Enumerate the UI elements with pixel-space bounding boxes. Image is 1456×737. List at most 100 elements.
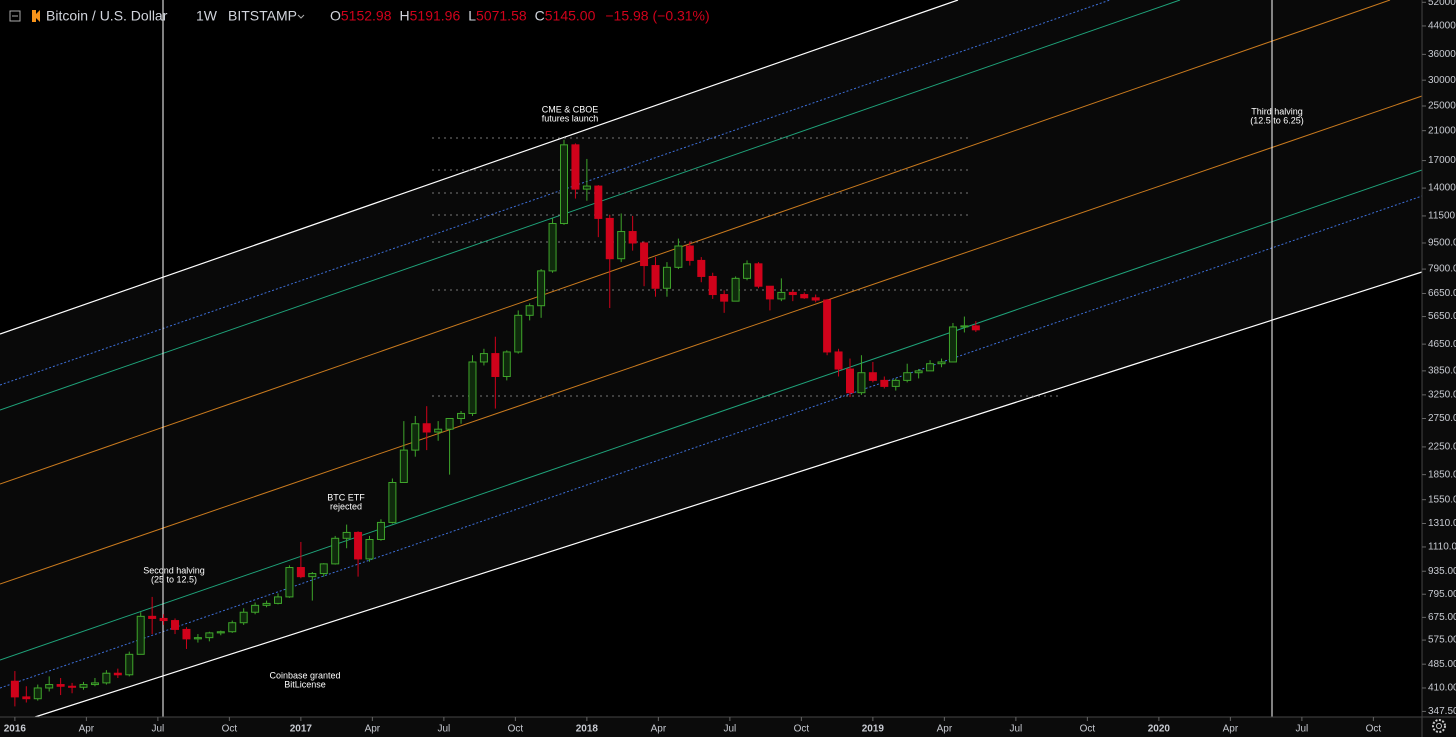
y-tick-label: 2250.00 <box>1428 442 1456 453</box>
candle-body <box>514 314 523 353</box>
candle-body <box>422 423 431 433</box>
y-tick-label: 6650.00 <box>1428 288 1456 299</box>
candle-body <box>273 596 282 604</box>
x-tick-label: Oct <box>222 724 238 735</box>
settings-button[interactable] <box>1432 719 1446 733</box>
collapse-button[interactable] <box>9 10 21 22</box>
candle-body <box>434 428 443 433</box>
candle-body <box>159 617 168 622</box>
annotation: Third halving <box>1251 106 1303 116</box>
y-tick-label: 25000.00 <box>1428 101 1456 112</box>
annotation: (25 to 12.5) <box>151 574 197 584</box>
y-tick-label: 935.00 <box>1428 566 1456 577</box>
legend-value: 5152.98 <box>341 8 392 24</box>
gear-hub <box>1436 723 1442 729</box>
legend-key: O <box>330 8 341 24</box>
x-tick-label: Jul <box>1295 724 1308 735</box>
candle-body <box>10 680 19 698</box>
y-tick-label: 11500.00 <box>1428 211 1456 222</box>
x-tick-label: Oct <box>508 724 524 735</box>
candle-body <box>868 372 877 381</box>
y-tick-label: 14000.00 <box>1428 183 1456 194</box>
annotation: (12.5 to 6.25) <box>1250 115 1304 125</box>
candle-body <box>79 684 88 688</box>
x-tick-label: 2017 <box>290 724 313 735</box>
candle-body <box>537 270 546 307</box>
x-tick-label: 2019 <box>862 724 885 735</box>
candle-body <box>960 325 969 328</box>
y-tick-label: 485.00 <box>1428 659 1456 670</box>
candle-body <box>731 277 740 302</box>
price-change: −15.98 (−0.31%) <box>605 8 709 24</box>
candle-body <box>971 325 980 331</box>
y-tick-label: 1550.00 <box>1428 494 1456 505</box>
x-tick-label: Apr <box>79 724 95 735</box>
candle-body <box>33 687 42 700</box>
candle-body <box>857 372 866 394</box>
candle-body <box>800 294 809 299</box>
candle-body <box>193 637 202 640</box>
legend-key: C <box>535 8 545 24</box>
legend-key: L <box>468 8 476 24</box>
candle-body <box>399 449 408 484</box>
candle-body <box>251 604 260 613</box>
candle-body <box>113 672 122 676</box>
annotation: rejected <box>330 501 362 511</box>
candle-body <box>205 632 214 639</box>
candle-body <box>125 653 134 676</box>
symbol-name[interactable]: Bitcoin / U.S. Dollar <box>46 8 168 24</box>
exchange[interactable]: BITSTAMP <box>228 8 297 24</box>
candle-body <box>823 299 832 353</box>
candle-body <box>68 685 77 688</box>
channel-orange-lower <box>0 95 1423 585</box>
candle-body <box>354 531 363 560</box>
candle-body <box>502 351 511 377</box>
channel-orange-upper <box>0 0 1391 485</box>
candle-body <box>102 672 111 684</box>
candle-body <box>56 684 65 687</box>
x-tick-label: Jul <box>151 724 164 735</box>
candle-body <box>308 573 317 578</box>
y-tick-label: 5650.00 <box>1428 311 1456 322</box>
x-tick-label: Oct <box>1080 724 1096 735</box>
y-tick-label: 36000.00 <box>1428 49 1456 60</box>
candle-body <box>525 305 534 316</box>
y-tick-label: 4650.00 <box>1428 339 1456 350</box>
channel-green-upper <box>0 0 1181 411</box>
interval[interactable]: 1W <box>196 8 218 24</box>
time-axis <box>0 717 1422 737</box>
candle-body <box>651 265 660 289</box>
dropdown-icon[interactable] <box>297 14 305 19</box>
x-tick-label: Apr <box>937 724 953 735</box>
candle-body <box>914 370 923 374</box>
annotation: BTC ETF <box>327 492 365 502</box>
candle-body <box>388 482 397 523</box>
candle-body <box>811 297 820 301</box>
channel-top <box>0 0 959 335</box>
y-tick-label: 9500.00 <box>1428 238 1456 249</box>
y-tick-label: 1110.00 <box>1428 542 1456 553</box>
candles <box>10 139 980 707</box>
y-tick-label: 347.50 <box>1428 706 1456 717</box>
candle-body <box>559 144 568 225</box>
y-tick-label: 1850.00 <box>1428 469 1456 480</box>
candle-body <box>845 368 854 394</box>
annotation: CME & CBOE <box>542 104 599 114</box>
candle-body <box>182 628 191 640</box>
candle-body <box>136 615 145 655</box>
x-tick-label: 2018 <box>576 724 599 735</box>
candle-body <box>708 275 717 296</box>
candle-body <box>228 622 237 633</box>
legend-key: H <box>400 8 410 24</box>
x-tick-label: Oct <box>1366 724 1382 735</box>
candle-body <box>743 263 752 279</box>
candle-body <box>834 351 843 370</box>
candle-body <box>376 521 385 541</box>
gear-icon <box>1432 719 1446 733</box>
annotation: futures launch <box>542 113 599 123</box>
candle-body <box>937 361 946 365</box>
annotation: Coinbase granted <box>269 670 340 680</box>
candle-body <box>148 615 157 619</box>
y-tick-label: 2750.00 <box>1428 413 1456 424</box>
